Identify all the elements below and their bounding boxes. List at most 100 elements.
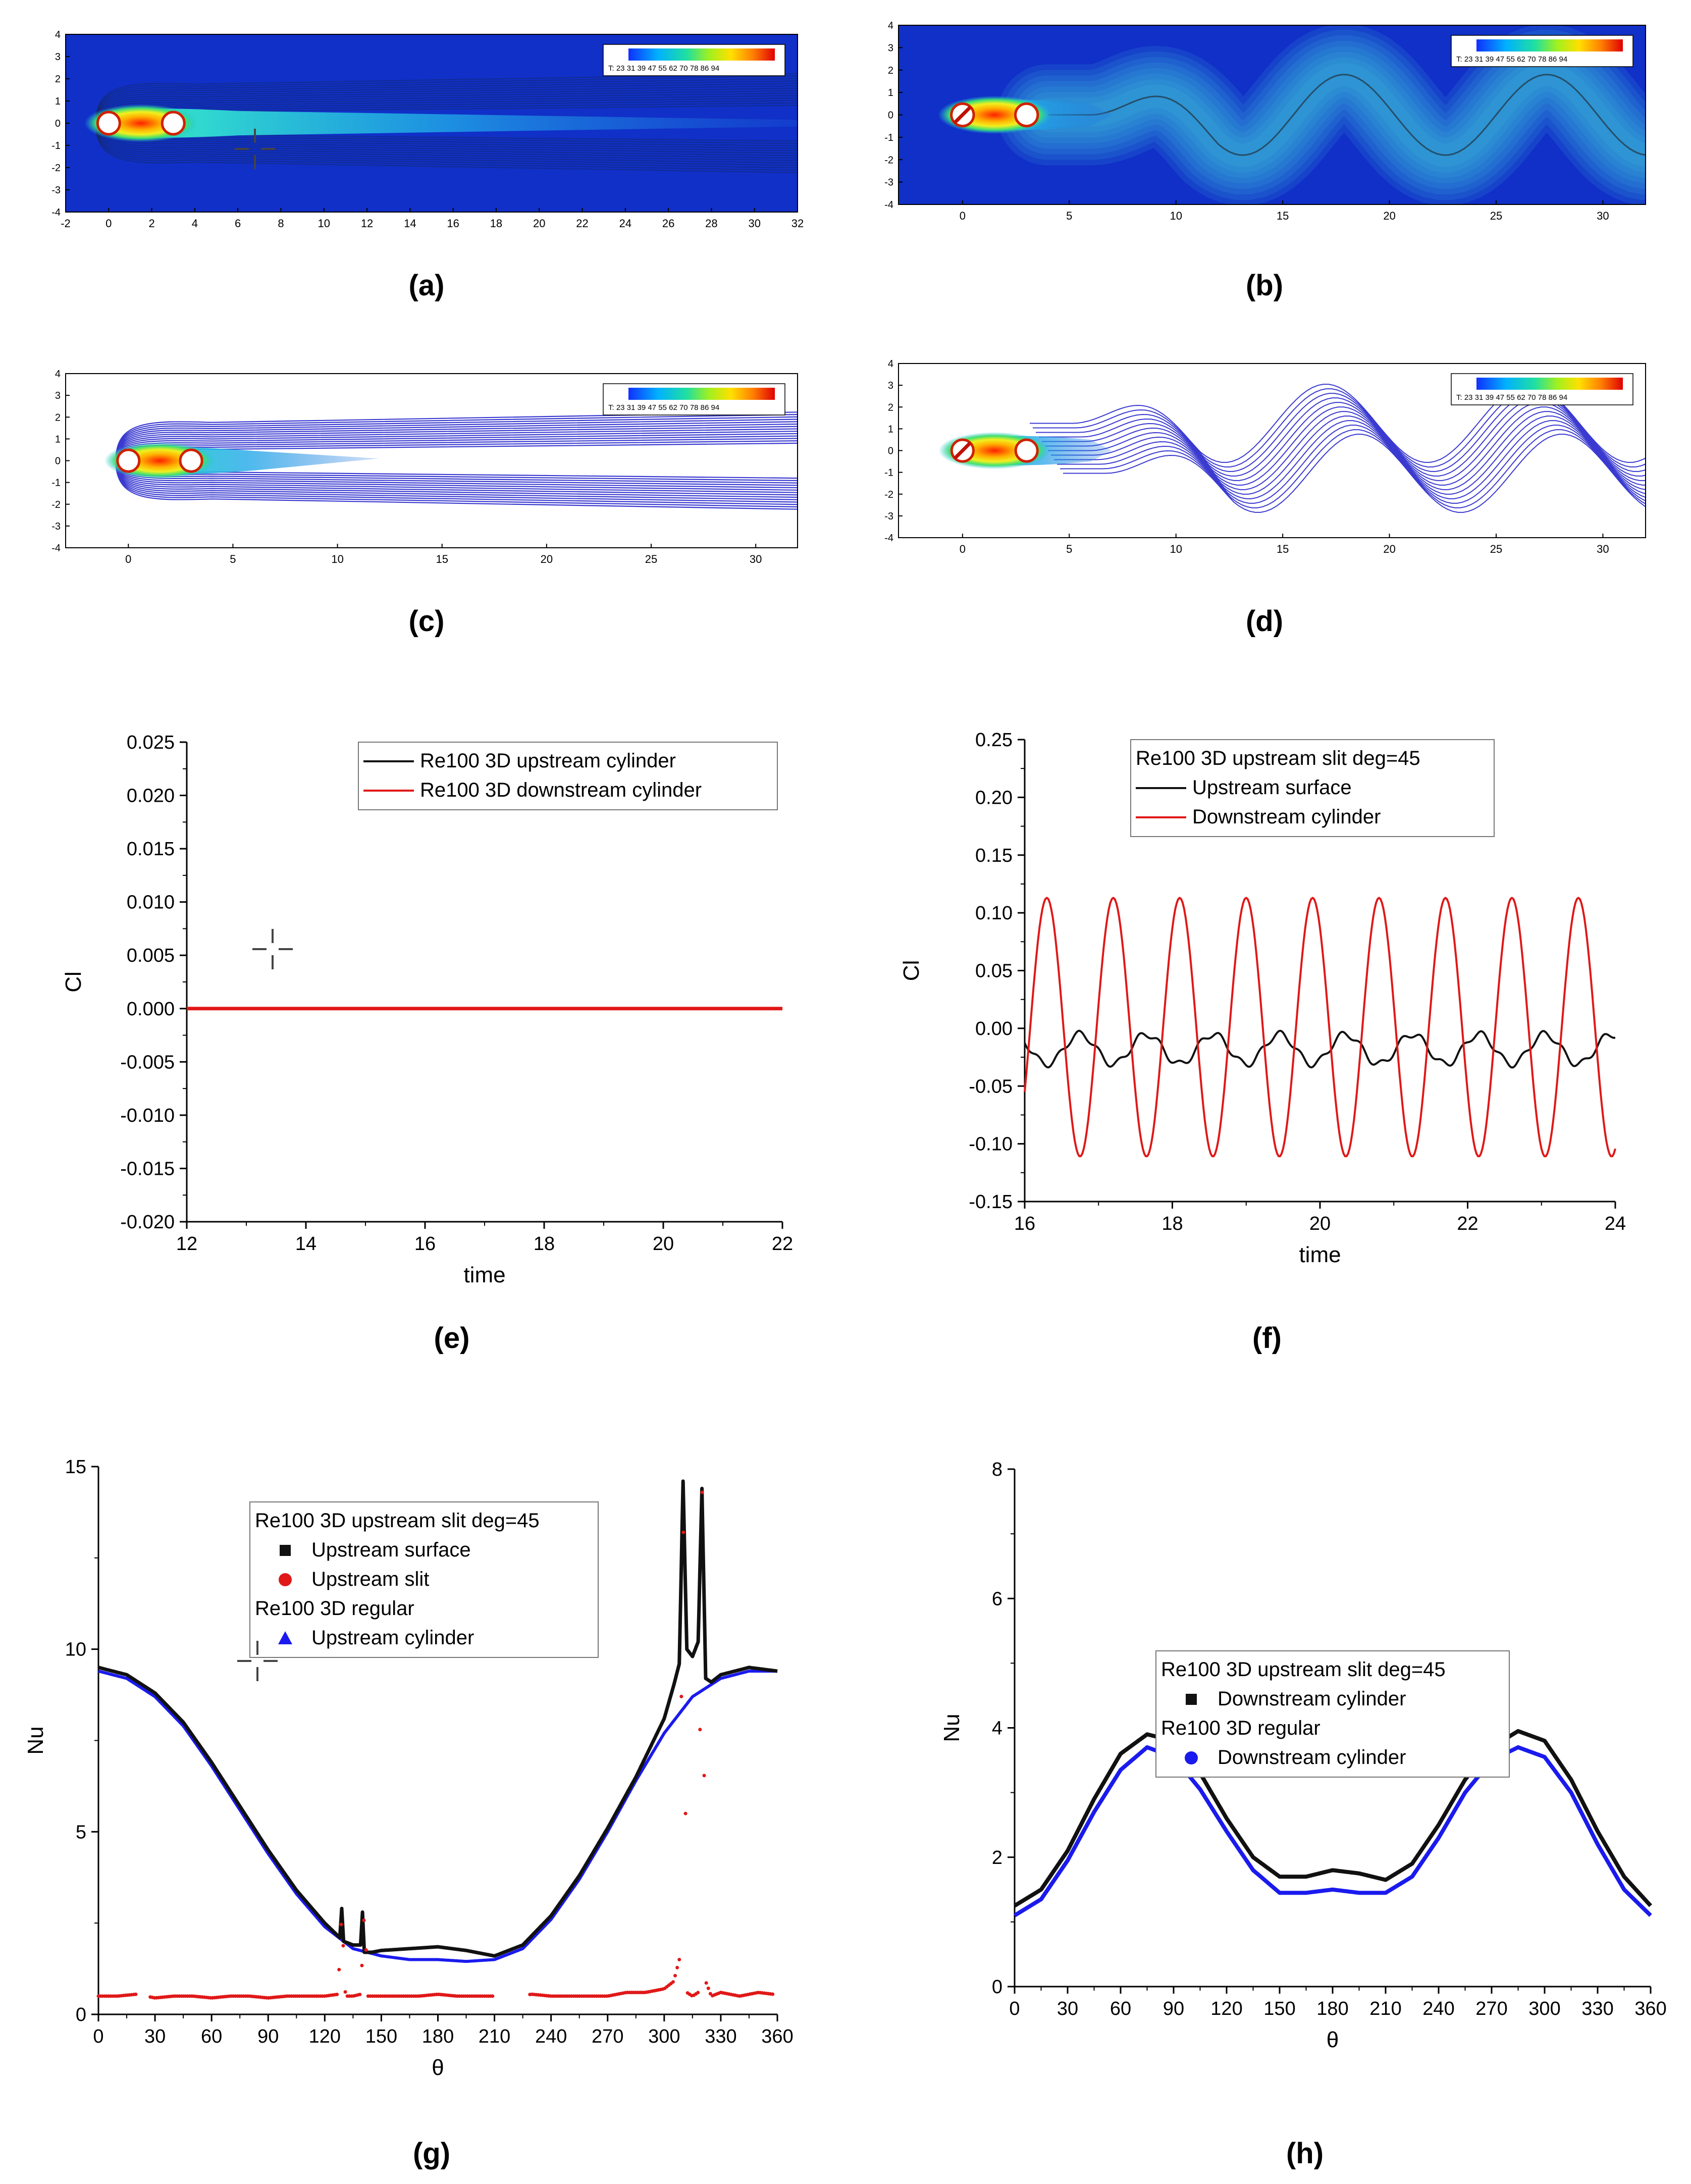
y-tick-label: 4 bbox=[55, 369, 61, 380]
x-tick-label: 4 bbox=[192, 217, 198, 230]
x-tick-label: 25 bbox=[1490, 543, 1502, 555]
contour-isoline bbox=[115, 431, 798, 491]
x-tick-label: 16 bbox=[414, 1233, 436, 1255]
y-tick-label: 6 bbox=[992, 1588, 1002, 1609]
x-tick-label: 30 bbox=[1057, 1998, 1078, 2019]
y-tick-label: 1 bbox=[888, 424, 893, 435]
y-tick-label: 0.00 bbox=[975, 1018, 1013, 1039]
y-tick-label: 4 bbox=[55, 29, 61, 40]
contour-isoline bbox=[115, 413, 798, 508]
slit-point bbox=[683, 1811, 688, 1815]
y-tick-label: 0.025 bbox=[127, 732, 175, 753]
colorbar-legend: T: 23 31 39 47 55 62 70 78 86 94 bbox=[1451, 35, 1633, 67]
slit-point bbox=[706, 1986, 710, 1990]
y-tick-label: 2 bbox=[992, 1847, 1002, 1868]
x-tick-label: 14 bbox=[295, 1233, 316, 1255]
y-tick-label: 0 bbox=[888, 446, 893, 457]
x-tick-label: 18 bbox=[534, 1233, 555, 1255]
contour-isoline bbox=[1039, 397, 1646, 477]
x-tick-label: 330 bbox=[705, 2026, 736, 2047]
slit-point bbox=[771, 1992, 775, 1996]
x-tick-label: 150 bbox=[365, 2026, 397, 2047]
y-tick-label: -3 bbox=[51, 185, 61, 196]
y-tick-label: 4 bbox=[992, 1718, 1002, 1739]
slit-point bbox=[360, 1963, 364, 1967]
y-tick-label: -4 bbox=[51, 207, 61, 218]
colorbar-legend: T: 23 31 39 47 55 62 70 78 86 94 bbox=[603, 383, 785, 415]
legend: Re100 3D upstream slit deg=45 Downstream … bbox=[1155, 1650, 1510, 1778]
x-tick-label: 20 bbox=[653, 1233, 674, 1255]
x-tick-label: 20 bbox=[1383, 543, 1395, 555]
x-tick-label: 25 bbox=[1490, 210, 1502, 222]
chart-e: 0.025 0.020 0.015 0.010 0.005 0.000 -0.005 -0.0… bbox=[61, 732, 793, 1287]
x-tick-label: 0 bbox=[125, 553, 131, 565]
y-axis-label: Nu bbox=[23, 1726, 48, 1754]
x-tick-label: 120 bbox=[309, 2026, 341, 2047]
panel-label-a: (a) bbox=[409, 269, 445, 302]
legend-marker-circle bbox=[279, 1573, 292, 1586]
wake-region bbox=[95, 109, 798, 138]
slit bbox=[954, 441, 972, 460]
slit-point bbox=[362, 1918, 366, 1922]
contour-isoline bbox=[115, 419, 798, 503]
panel-label-h: (h) bbox=[1286, 2137, 1324, 2170]
x-axis-label: time bbox=[463, 1263, 505, 1287]
slit-point bbox=[491, 1994, 495, 1998]
x-tick-label: 30 bbox=[750, 553, 762, 565]
contour-isoline bbox=[95, 73, 798, 174]
contour-isoline bbox=[95, 83, 798, 164]
contour-isoline bbox=[115, 423, 798, 498]
y-tick-label: 10 bbox=[65, 1639, 86, 1660]
y-tick-label: -0.015 bbox=[120, 1158, 175, 1179]
x-tick-label: 270 bbox=[592, 2026, 623, 2047]
slit-point bbox=[681, 1530, 685, 1534]
y-tick-label: 2 bbox=[888, 402, 893, 413]
panel-label-c: (c) bbox=[409, 605, 445, 638]
x-tick-label: 30 bbox=[748, 217, 760, 230]
y-tick-label: 3 bbox=[55, 390, 61, 401]
x-tick-label: 270 bbox=[1475, 1998, 1507, 2019]
slit-point bbox=[341, 1944, 345, 1948]
x-tick-label: 16 bbox=[447, 217, 459, 230]
colorbar bbox=[628, 388, 775, 400]
contour-isoline bbox=[1048, 411, 1646, 490]
y-tick-label: -0.020 bbox=[120, 1212, 175, 1233]
x-axis-label: θ bbox=[432, 2055, 444, 2080]
x-tick-label: 10 bbox=[331, 553, 343, 565]
y-tick-label: 0.05 bbox=[975, 961, 1013, 982]
x-tick-label: 32 bbox=[791, 217, 804, 230]
legend-label: Re100 3D downstream cylinder bbox=[420, 779, 702, 801]
contour-isoline bbox=[95, 85, 798, 162]
y-tick-label: 0 bbox=[992, 1977, 1002, 1998]
slit-point bbox=[677, 1958, 681, 1961]
legend-label: Upstream slit bbox=[311, 1568, 429, 1590]
colorbar-labels: T: 23 31 39 47 55 62 70 78 86 94 bbox=[608, 403, 719, 412]
x-tick-label: 10 bbox=[318, 217, 330, 230]
y-tick-label: -0.15 bbox=[969, 1191, 1013, 1213]
contour-isoline bbox=[95, 80, 798, 166]
legend-marker-square bbox=[280, 1545, 291, 1556]
contour-isoline bbox=[95, 90, 798, 157]
legend-marker-triangle bbox=[278, 1631, 292, 1644]
y-tick-label: -3 bbox=[884, 511, 893, 522]
chart-f: 0.250.200.150.100.050.00-0.05-0.10-0.151… bbox=[899, 730, 1626, 1267]
contour-isoline bbox=[115, 416, 798, 505]
legend-title: Re100 3D regular bbox=[1161, 1717, 1320, 1739]
crosshair-cursor bbox=[237, 1641, 278, 1681]
colorbar bbox=[628, 48, 775, 61]
legend-marker-square bbox=[1186, 1694, 1197, 1705]
slit-point bbox=[134, 1992, 138, 1996]
panel-label-g: (g) bbox=[413, 2137, 450, 2170]
x-tick-label: 210 bbox=[479, 2026, 510, 2047]
upstream-cylinder bbox=[116, 448, 141, 473]
contour-isoline bbox=[1051, 415, 1646, 495]
colorbar bbox=[1476, 378, 1623, 390]
legend-label: Downstream cylinder bbox=[1218, 1746, 1406, 1769]
legend-label: Upstream cylinder bbox=[311, 1627, 474, 1649]
contour-field bbox=[104, 411, 798, 510]
x-tick-label: 20 bbox=[541, 553, 553, 565]
slit-point bbox=[702, 1774, 706, 1778]
contour-isoline bbox=[115, 428, 798, 493]
y-tick-label: 0.005 bbox=[127, 945, 175, 966]
slit-point bbox=[364, 1948, 368, 1952]
